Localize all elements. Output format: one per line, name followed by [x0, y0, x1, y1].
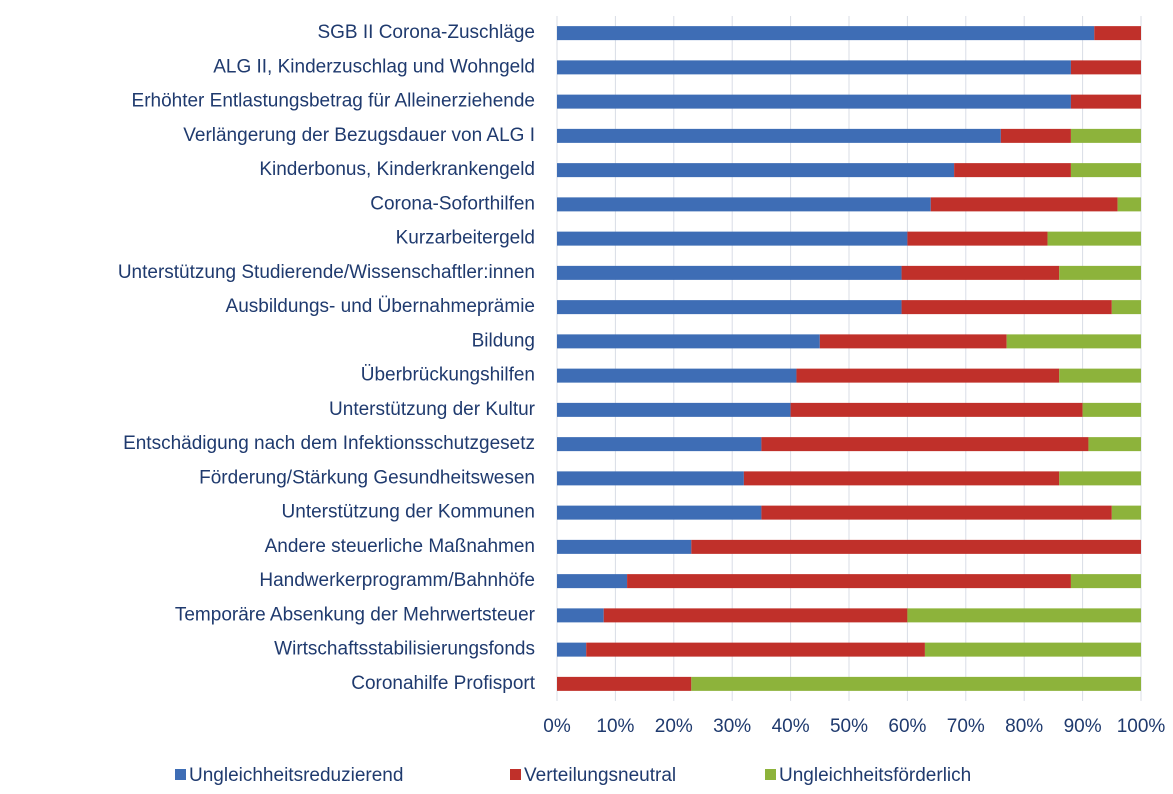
x-tick-label: 10%	[596, 716, 634, 737]
y-tick-label: Entschädigung nach dem Infektionsschutzg…	[123, 433, 535, 454]
y-tick-label: Wirtschaftsstabilisierungsfonds	[274, 639, 535, 660]
bar-segment	[930, 197, 1118, 212]
legend-swatch	[765, 769, 776, 780]
x-tick-label: 100%	[1117, 716, 1166, 737]
bar-segment	[796, 368, 1060, 383]
legend-swatch	[510, 769, 521, 780]
y-tick-label: Erhöhter Entlastungsbetrag für Alleinerz…	[132, 91, 535, 112]
bar-segment	[790, 402, 1083, 417]
legend-label: Ungleichheitsförderlich	[779, 765, 971, 786]
bar-segment	[557, 163, 955, 178]
bar-segment	[1070, 128, 1141, 143]
bar-segment	[557, 505, 762, 520]
x-tick-label: 70%	[947, 716, 985, 737]
bar-segment	[901, 300, 1112, 315]
bar-segment	[557, 402, 791, 417]
bar-segment	[743, 471, 1060, 486]
bar-segment	[557, 608, 604, 623]
bar-segment	[557, 368, 797, 383]
bar-segment	[691, 676, 1141, 691]
bar-segment	[1117, 197, 1141, 212]
bar-segment	[1070, 60, 1141, 75]
y-tick-label: Bildung	[472, 330, 535, 351]
y-tick-label: Verlängerung der Bezugsdauer von ALG I	[183, 125, 535, 146]
bar-segment	[1094, 26, 1141, 41]
bar-segment	[557, 676, 692, 691]
bar-segment	[1047, 231, 1141, 246]
bar-segment	[761, 437, 1089, 452]
bar-segment	[1070, 163, 1141, 178]
y-tick-label: Coronahilfe Profisport	[351, 673, 535, 694]
bar-segment	[819, 334, 1007, 349]
legend-label: Verteilungsneutral	[524, 765, 676, 786]
bar-segment	[627, 574, 1071, 589]
bar-segment	[907, 608, 1141, 623]
bar-segment	[954, 163, 1071, 178]
bar-segment	[586, 642, 925, 657]
y-tick-label: ALG II, Kinderzuschlag und Wohngeld	[213, 56, 535, 77]
bar-segment	[901, 265, 1060, 280]
x-tick-label: 0%	[543, 716, 571, 737]
x-tick-label: 80%	[1005, 716, 1043, 737]
y-tick-label: Förderung/Stärkung Gesundheitswesen	[199, 467, 535, 488]
bar-segment	[907, 231, 1048, 246]
y-tick-label: SGB II Corona-Zuschläge	[317, 22, 535, 43]
y-tick-label: Unterstützung der Kultur	[329, 399, 536, 420]
x-tick-label: 20%	[655, 716, 693, 737]
bar-segment	[603, 608, 908, 623]
y-tick-label: Unterstützung der Kommunen	[282, 502, 535, 523]
y-tick-label: Ausbildungs- und Übernahmeprämie	[226, 296, 535, 317]
y-tick-label: Unterstützung Studierende/Wissenschaftle…	[118, 262, 535, 283]
bar-segment	[557, 128, 1001, 143]
bar-segment	[557, 642, 587, 657]
bar-segment	[1088, 437, 1141, 452]
bar-segment	[557, 94, 1071, 109]
bar-segment	[557, 265, 902, 280]
bar-segment	[1000, 128, 1071, 143]
bar-segment	[1082, 402, 1141, 417]
bar-segment	[691, 539, 1141, 554]
bar-segment	[1006, 334, 1141, 349]
bar-segment	[924, 642, 1141, 657]
bar-segment	[557, 334, 820, 349]
y-tick-label: Andere steuerliche Maßnahmen	[265, 536, 535, 557]
bar-segment	[557, 231, 908, 246]
x-tick-label: 60%	[888, 716, 926, 737]
bar-segment	[557, 26, 1095, 41]
bar-segment	[557, 60, 1071, 75]
x-tick-label: 90%	[1064, 716, 1102, 737]
y-tick-label: Überbrückungshilfen	[361, 365, 535, 386]
bar-segment	[1070, 574, 1141, 589]
bar-segment	[1059, 265, 1141, 280]
y-tick-label: Handwerkerprogramm/Bahnhöfe	[259, 570, 535, 591]
bar-segment	[1059, 471, 1141, 486]
y-tick-label: Kurzarbeitergeld	[396, 228, 535, 249]
y-tick-label: Corona-Soforthilfen	[370, 193, 535, 214]
bar-segment	[557, 437, 762, 452]
legend-label: Ungleichheitsreduzierend	[189, 765, 403, 786]
bar-segment	[1070, 94, 1141, 109]
legend-swatch	[175, 769, 186, 780]
bar-segment	[761, 505, 1112, 520]
bar-segment	[557, 471, 744, 486]
y-tick-label: Temporäre Absenkung der Mehrwertsteuer	[175, 604, 536, 625]
bar-segment	[557, 539, 692, 554]
bar-segment	[557, 574, 628, 589]
y-tick-label: Kinderbonus, Kinderkrankengeld	[259, 159, 535, 180]
bar-segment	[1111, 505, 1141, 520]
bar-segment	[1059, 368, 1141, 383]
x-tick-label: 30%	[713, 716, 751, 737]
x-tick-label: 50%	[830, 716, 868, 737]
x-tick-label: 40%	[772, 716, 810, 737]
bar-segment	[557, 197, 931, 212]
bar-segment	[1111, 300, 1141, 315]
bar-segment	[557, 300, 902, 315]
